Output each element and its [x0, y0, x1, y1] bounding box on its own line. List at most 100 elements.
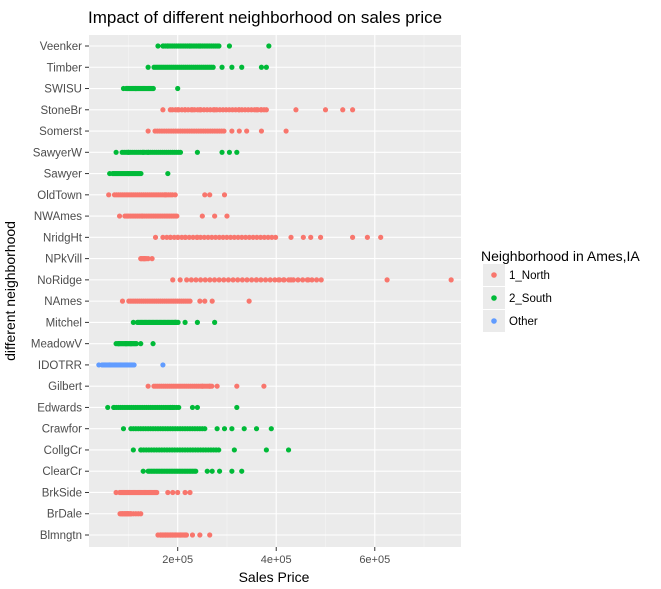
- data-point: [194, 404, 200, 411]
- data-point: [210, 64, 216, 70]
- data-point: [261, 383, 267, 389]
- data-point: [187, 298, 193, 304]
- data-point: [201, 234, 207, 240]
- data-point: [288, 234, 294, 240]
- legend-key-point: [491, 272, 497, 278]
- data-point: [235, 234, 241, 240]
- data-point: [207, 532, 213, 538]
- data-point: [130, 447, 136, 453]
- data-point: [254, 234, 260, 240]
- y-tick-label: Sawyer: [44, 169, 83, 181]
- data-point: [235, 277, 241, 283]
- data-point: [239, 234, 245, 240]
- y-tick-label: SawyerW: [33, 147, 82, 159]
- data-point: [261, 107, 267, 113]
- data-point: [242, 234, 249, 240]
- data-point: [198, 277, 204, 283]
- data-point: [263, 64, 269, 70]
- data-point: [197, 298, 203, 304]
- data-point: [295, 277, 301, 283]
- data-point: [229, 426, 235, 432]
- data-point: [138, 341, 144, 347]
- data-point: [229, 128, 235, 134]
- y-tick-label: BrkSide: [42, 487, 82, 499]
- y-tick-label: NridgHt: [43, 232, 83, 244]
- data-point: [212, 234, 219, 240]
- data-point: [239, 277, 245, 283]
- data-point: [231, 447, 237, 453]
- data-point: [182, 319, 188, 325]
- data-point: [154, 489, 160, 496]
- data-point: [170, 277, 176, 283]
- data-point: [205, 43, 211, 49]
- data-point: [230, 277, 236, 283]
- data-point: [209, 234, 215, 240]
- y-tick-label: Somerst: [39, 126, 83, 138]
- legend-title: Neighborhood in Ames,IA: [481, 248, 640, 264]
- data-point: [183, 532, 190, 538]
- data-point: [267, 277, 273, 283]
- legend-key-point: [491, 295, 497, 301]
- data-point: [194, 319, 200, 325]
- data-point: [253, 426, 260, 432]
- data-point: [318, 277, 324, 283]
- data-point: [350, 107, 356, 113]
- x-tick-label: 2e+05: [162, 554, 193, 566]
- data-point: [177, 149, 184, 155]
- data-point: [224, 234, 230, 240]
- data-point: [119, 298, 126, 304]
- data-point: [197, 234, 204, 240]
- data-point: [207, 192, 213, 198]
- y-tick-label: NPkVill: [45, 254, 82, 266]
- data-point: [214, 383, 220, 389]
- data-point: [113, 149, 119, 155]
- data-point: [209, 383, 215, 389]
- data-point: [281, 277, 287, 283]
- data-point: [221, 426, 228, 432]
- data-point: [214, 426, 220, 432]
- data-point: [286, 277, 292, 283]
- data-point: [199, 213, 205, 219]
- data-point: [120, 426, 127, 432]
- data-point: [221, 277, 227, 283]
- x-tick-label: 6e+05: [359, 554, 390, 566]
- data-point: [234, 404, 240, 411]
- data-point: [309, 277, 315, 283]
- data-point: [258, 64, 265, 70]
- y-tick-label: Blmngtn: [40, 530, 82, 542]
- data-point: [190, 234, 196, 240]
- data-point: [226, 43, 233, 49]
- data-point: [225, 277, 232, 283]
- data-point: [249, 277, 255, 283]
- data-point: [116, 213, 123, 219]
- data-point: [140, 468, 146, 474]
- data-point: [169, 192, 175, 198]
- y-tick-label: Crawfor: [42, 424, 82, 436]
- data-point: [229, 468, 235, 474]
- data-point: [197, 532, 203, 538]
- data-point: [143, 256, 149, 262]
- data-point: [244, 128, 250, 134]
- y-axis-title: different neighborhood: [2, 221, 18, 361]
- y-tick-label: Edwards: [37, 402, 82, 414]
- data-point: [227, 234, 234, 240]
- data-point: [155, 43, 161, 49]
- data-point: [130, 426, 136, 432]
- data-point: [194, 234, 200, 240]
- data-point: [189, 532, 196, 538]
- data-point: [175, 319, 181, 325]
- y-tick-label: Veenker: [40, 41, 82, 53]
- data-point: [160, 362, 166, 368]
- data-point: [216, 43, 222, 49]
- data-point: [220, 234, 226, 240]
- data-point: [150, 341, 156, 347]
- data-point: [265, 234, 271, 240]
- data-point: [140, 426, 146, 432]
- data-point: [176, 404, 182, 411]
- data-point: [113, 489, 119, 496]
- data-point: [130, 319, 136, 325]
- data-point: [194, 149, 200, 155]
- legend-key-point: [491, 318, 497, 324]
- data-point: [209, 468, 215, 474]
- data-point: [149, 256, 155, 262]
